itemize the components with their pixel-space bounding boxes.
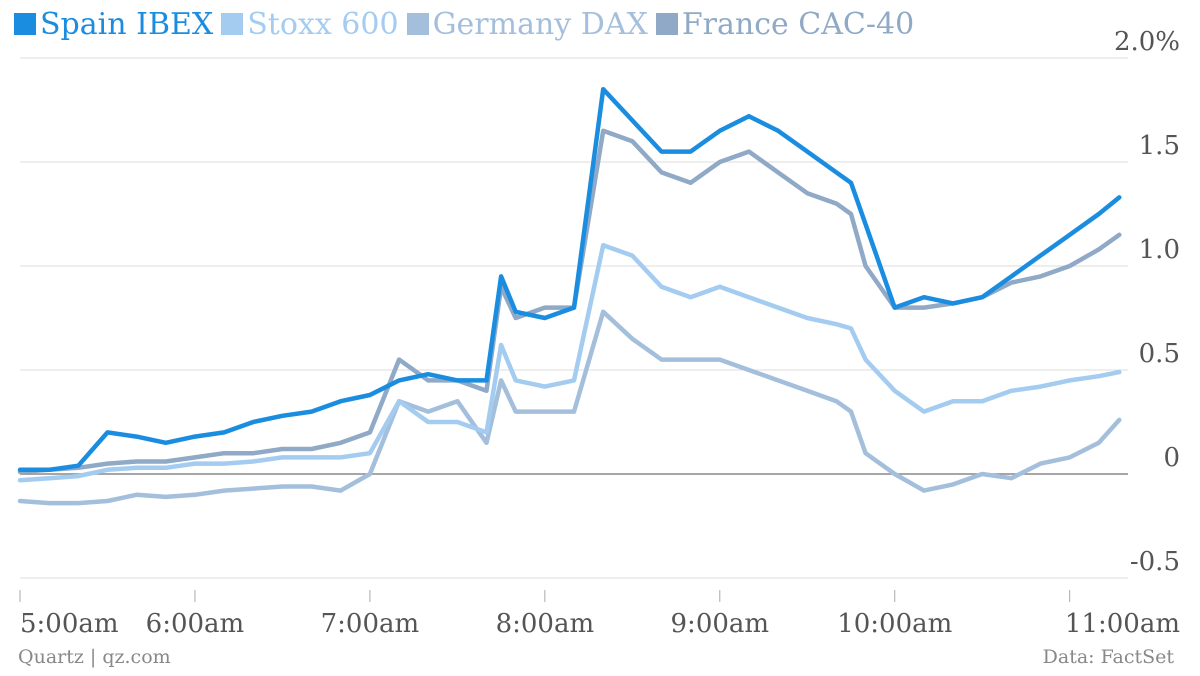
- legend-swatch-0: [14, 13, 36, 35]
- y-tick-label-1: 1.5: [1139, 131, 1180, 161]
- legend-item-0: Spain IBEX: [14, 7, 213, 42]
- legend-label-1: Stoxx 600: [247, 6, 399, 42]
- series-line-spain-ibex: [17, 86, 1122, 473]
- x-tick-label-4: 9:00am: [671, 609, 770, 639]
- x-tick-label-1: 6:00am: [146, 609, 245, 639]
- series-layer: [17, 86, 1122, 506]
- series-line-germany-dax: [17, 309, 1122, 506]
- x-tick-label-2: 7:00am: [321, 609, 420, 639]
- legend-item-3: France CAC-40: [655, 6, 915, 42]
- legend-swatch-1: [221, 13, 244, 35]
- grid-layer: [20, 57, 1128, 579]
- y-tick-label-0: 2.0%: [1114, 27, 1180, 57]
- legend-label-3: France CAC-40: [681, 6, 915, 42]
- x-tick-label-5: 10:00am: [837, 609, 952, 639]
- legend-item-1: Stoxx 600: [221, 6, 399, 42]
- legend-label-2: Germany DAX: [432, 6, 648, 42]
- y-tick-label-5: -0.5: [1130, 547, 1180, 577]
- footer-source-left: Quartz | qz.com: [18, 646, 171, 668]
- x-tick-label-6: 11:00am: [1065, 609, 1180, 639]
- legend-swatch-3: [655, 13, 678, 35]
- y-tick-label-2: 1.0: [1139, 235, 1180, 265]
- y-tick-label-3: 0.5: [1139, 339, 1180, 369]
- x-tick-label-0: 5:00am: [20, 609, 119, 639]
- legend-item-2: Germany DAX: [406, 6, 648, 42]
- legend-label-0: Spain IBEX: [40, 6, 214, 42]
- legend: Spain IBEX Stoxx 600 Germany DAX France CAC…: [14, 4, 922, 44]
- x-tick-label-3: 8:00am: [496, 609, 595, 639]
- footer-source-right: Data: FactSet: [1042, 646, 1174, 668]
- series-line-stoxx-600: [17, 242, 1122, 483]
- legend-swatch-2: [406, 13, 429, 35]
- axis-layer: 2.0% 1.5 1.0 0.5 0 -0.5 5:00am 6:00am 7:00am 8:00…: [19, 27, 1180, 639]
- y-tick-label-4: 0: [1163, 443, 1180, 473]
